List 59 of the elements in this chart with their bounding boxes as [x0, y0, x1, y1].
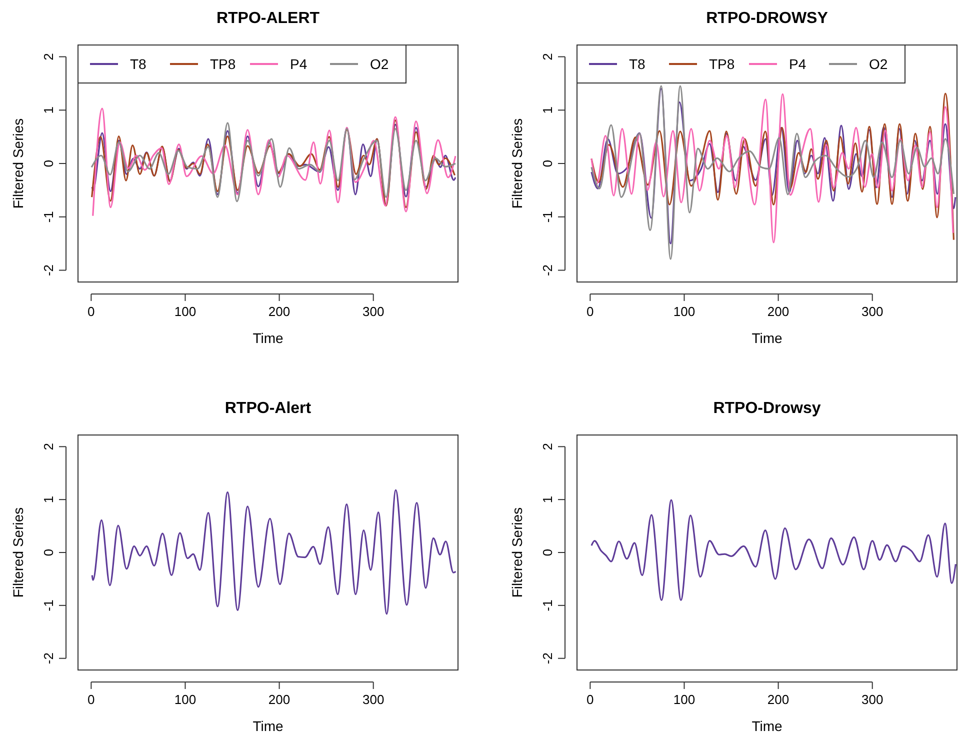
x-tick-label: 0: [586, 692, 594, 707]
y-tick-label: 2: [540, 443, 555, 450]
legend-label: TP8: [210, 56, 236, 72]
y-tick-label: -1: [41, 600, 56, 612]
x-tick-label: 0: [88, 692, 95, 707]
legend-label: T8: [629, 56, 646, 72]
x-tick-label: 0: [88, 304, 95, 319]
line-series: [91, 489, 457, 615]
chart-title: RTPO-Alert: [224, 400, 312, 417]
y-tick-label: -2: [540, 264, 555, 276]
y-tick-label: 1: [540, 106, 555, 114]
x-tick-label: 100: [673, 304, 696, 319]
y-tick-label: 1: [41, 106, 56, 114]
x-tick-label: 200: [767, 304, 790, 319]
y-axis-title: Filtered Series: [10, 118, 26, 209]
y-tick-label: 0: [41, 160, 56, 168]
y-tick-label: -1: [41, 211, 56, 223]
y-axis-title: Filtered Series: [509, 118, 525, 209]
y-tick-label: -2: [41, 652, 56, 664]
x-axis-title: Time: [252, 718, 284, 734]
legend-label: TP8: [709, 56, 735, 72]
line-series: [92, 108, 456, 217]
y-tick-label: 0: [540, 548, 555, 556]
x-axis-title: Time: [252, 330, 284, 346]
y-tick-label: 1: [540, 496, 555, 504]
x-tick-label: 200: [268, 304, 290, 319]
y-tick-label: -2: [41, 264, 56, 276]
legend-label: O2: [869, 56, 888, 72]
x-tick-label: 200: [767, 692, 790, 707]
x-tick-label: 300: [362, 304, 384, 319]
legend-label: P4: [789, 56, 806, 72]
chart-title: RTPO-DROWSY: [706, 10, 828, 27]
x-tick-label: 100: [174, 692, 196, 707]
y-tick-label: 0: [540, 160, 555, 168]
line-series: [590, 499, 956, 601]
y-axis-title: Filtered Series: [10, 507, 26, 598]
x-tick-label: 300: [861, 304, 884, 319]
x-tick-label: 100: [174, 304, 196, 319]
y-tick-label: -1: [540, 211, 555, 223]
legend-label: O2: [370, 56, 389, 72]
x-axis-title: Time: [752, 718, 783, 734]
x-tick-label: 300: [362, 692, 384, 707]
y-tick-label: -1: [540, 600, 555, 612]
chart-title: RTPO-Drowsy: [713, 400, 821, 417]
x-tick-label: 200: [268, 692, 290, 707]
y-tick-label: 1: [41, 496, 56, 504]
y-tick-label: 0: [41, 548, 56, 556]
y-tick-label: 2: [41, 443, 56, 450]
legend-label: T8: [130, 56, 147, 72]
chart-title: RTPO-ALERT: [216, 10, 320, 27]
x-axis-title: Time: [752, 330, 783, 346]
y-axis-title: Filtered Series: [509, 507, 525, 598]
x-tick-label: 0: [586, 304, 594, 319]
y-tick-label: 2: [540, 53, 555, 60]
y-tick-label: 2: [41, 53, 56, 60]
legend-label: P4: [290, 56, 308, 72]
y-tick-label: -2: [540, 652, 555, 664]
x-tick-label: 100: [673, 692, 696, 707]
x-tick-label: 300: [861, 692, 884, 707]
